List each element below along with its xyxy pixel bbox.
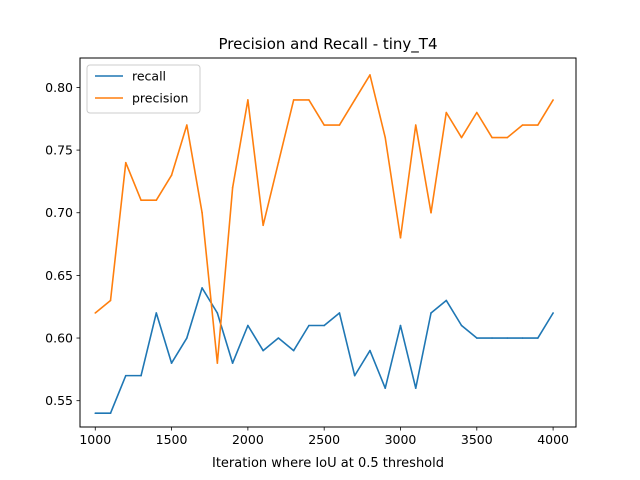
recall-point	[552, 312, 554, 314]
recall-point	[384, 387, 387, 389]
precision-point	[399, 237, 402, 239]
recall-point	[262, 349, 264, 352]
precision-point	[201, 211, 203, 214]
recall-point	[506, 337, 509, 339]
series-layer	[94, 74, 554, 415]
recall-point	[186, 337, 188, 339]
recall-point	[94, 412, 97, 415]
precision-point	[186, 124, 188, 126]
precision-point	[94, 312, 97, 314]
recall-point	[399, 324, 402, 327]
precision-point	[262, 224, 264, 227]
precision-point	[155, 199, 158, 202]
precision-point	[292, 99, 295, 101]
recall-point	[170, 362, 173, 364]
precision-point	[445, 111, 448, 114]
recall-point	[430, 312, 432, 314]
recall-point	[140, 374, 142, 377]
precision-point	[537, 124, 539, 126]
recall-point	[476, 337, 478, 339]
legend-box	[86, 64, 201, 114]
recall-point	[247, 324, 249, 327]
y-tick-label: 0.60	[45, 331, 73, 346]
precision-point	[170, 174, 173, 176]
precision-point	[353, 99, 356, 101]
recall-point	[124, 374, 127, 377]
recall-point	[231, 362, 234, 364]
precision-point	[277, 161, 280, 164]
y-tick-label: 0.65	[45, 268, 73, 283]
recall-point	[292, 349, 295, 352]
x-tick-label: 2000	[232, 432, 264, 447]
y-tick-label: 0.55	[45, 393, 73, 408]
recall-point	[277, 337, 280, 339]
y-tick-label: 0.80	[45, 80, 73, 95]
recall-point	[216, 312, 219, 314]
legend-label-precision: precision	[132, 91, 188, 106]
x-tick-label: 3500	[461, 432, 493, 447]
recall-point	[155, 312, 158, 314]
recall-point	[308, 324, 310, 327]
recall-point	[109, 412, 112, 415]
precision-point	[109, 299, 112, 302]
x-axis: 1000 1500 2000 2500 3000 3500 4000	[79, 427, 569, 447]
x-tick-label: 2500	[308, 432, 340, 447]
precision-point	[506, 136, 509, 139]
x-tick-label: 1500	[156, 432, 188, 447]
precision-point	[552, 99, 554, 101]
precision-point	[247, 99, 249, 101]
recall-point	[445, 299, 448, 302]
x-axis-label: Iteration where IoU at 0.5 threshold	[212, 456, 444, 471]
legend: recall precision	[86, 64, 201, 114]
precision-point	[308, 99, 310, 101]
precision-point	[369, 74, 371, 76]
y-axis: 0.55 0.60 0.65 0.70 0.75 0.80	[45, 80, 80, 408]
x-tick-label: 4000	[537, 432, 569, 447]
precision-point	[430, 211, 432, 214]
recall-point	[338, 312, 341, 314]
recall-point	[537, 337, 539, 339]
precision-point	[231, 186, 234, 189]
recall-point	[491, 337, 493, 339]
precision-point	[338, 124, 341, 126]
precision-point	[491, 136, 493, 139]
recall-point	[353, 374, 356, 377]
precision-point	[384, 136, 387, 139]
chart-title: Precision and Recall - tiny_T4	[218, 35, 437, 54]
recall-point	[414, 387, 417, 389]
precision-point	[460, 136, 463, 139]
recall-point	[460, 324, 463, 327]
precision-point	[414, 124, 417, 126]
y-tick-label: 0.75	[45, 143, 73, 158]
precision-point	[476, 111, 478, 114]
x-tick-label: 1000	[79, 432, 111, 447]
legend-label-recall: recall	[132, 69, 166, 84]
precision-point	[521, 124, 524, 126]
plot-frame	[79, 57, 577, 428]
y-tick-label: 0.70	[45, 205, 73, 220]
precision-point	[323, 124, 325, 126]
recall-point	[521, 337, 524, 339]
x-tick-label: 3000	[385, 432, 417, 447]
precision-point	[140, 199, 142, 202]
recall-point	[369, 349, 371, 352]
recall-point	[201, 287, 203, 289]
recall-point	[323, 324, 325, 327]
precision-point	[124, 161, 127, 164]
precision-point	[216, 362, 219, 364]
